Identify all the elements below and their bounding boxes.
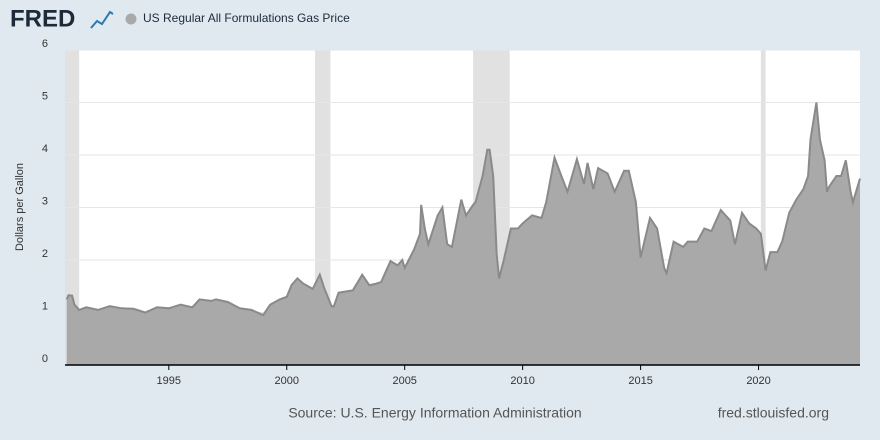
- y-tick-label: 5: [42, 90, 48, 102]
- y-tick-label: 4: [42, 143, 48, 155]
- legend-label: US Regular All Formulations Gas Price: [143, 11, 350, 25]
- source: Source: U.S. Energy Information Administ…: [288, 405, 581, 421]
- y-tick-label: 2: [42, 248, 48, 260]
- y-tick-label: 0: [42, 353, 48, 365]
- x-tick-label: 2005: [392, 375, 416, 387]
- area-fill: [66, 102, 860, 365]
- y-axis-label: Dollars per Gallon: [14, 163, 26, 251]
- site-link: fred.stlouisfed.org: [718, 405, 829, 421]
- legend-swatch: [125, 13, 137, 25]
- logo: FRED: [10, 5, 75, 32]
- x-tick-label: 2000: [275, 375, 299, 387]
- logo-icon: [90, 10, 114, 29]
- series-line: [65, 102, 861, 317]
- x-tick-label: 2010: [510, 375, 534, 387]
- y-tick-label: 6: [42, 38, 48, 50]
- x-tick-label: 1995: [157, 375, 181, 387]
- x-tick-label: 2015: [628, 375, 652, 387]
- y-tick-label: 3: [42, 195, 48, 207]
- x-tick-label: 2020: [746, 375, 770, 387]
- y-tick-label: 1: [42, 300, 48, 312]
